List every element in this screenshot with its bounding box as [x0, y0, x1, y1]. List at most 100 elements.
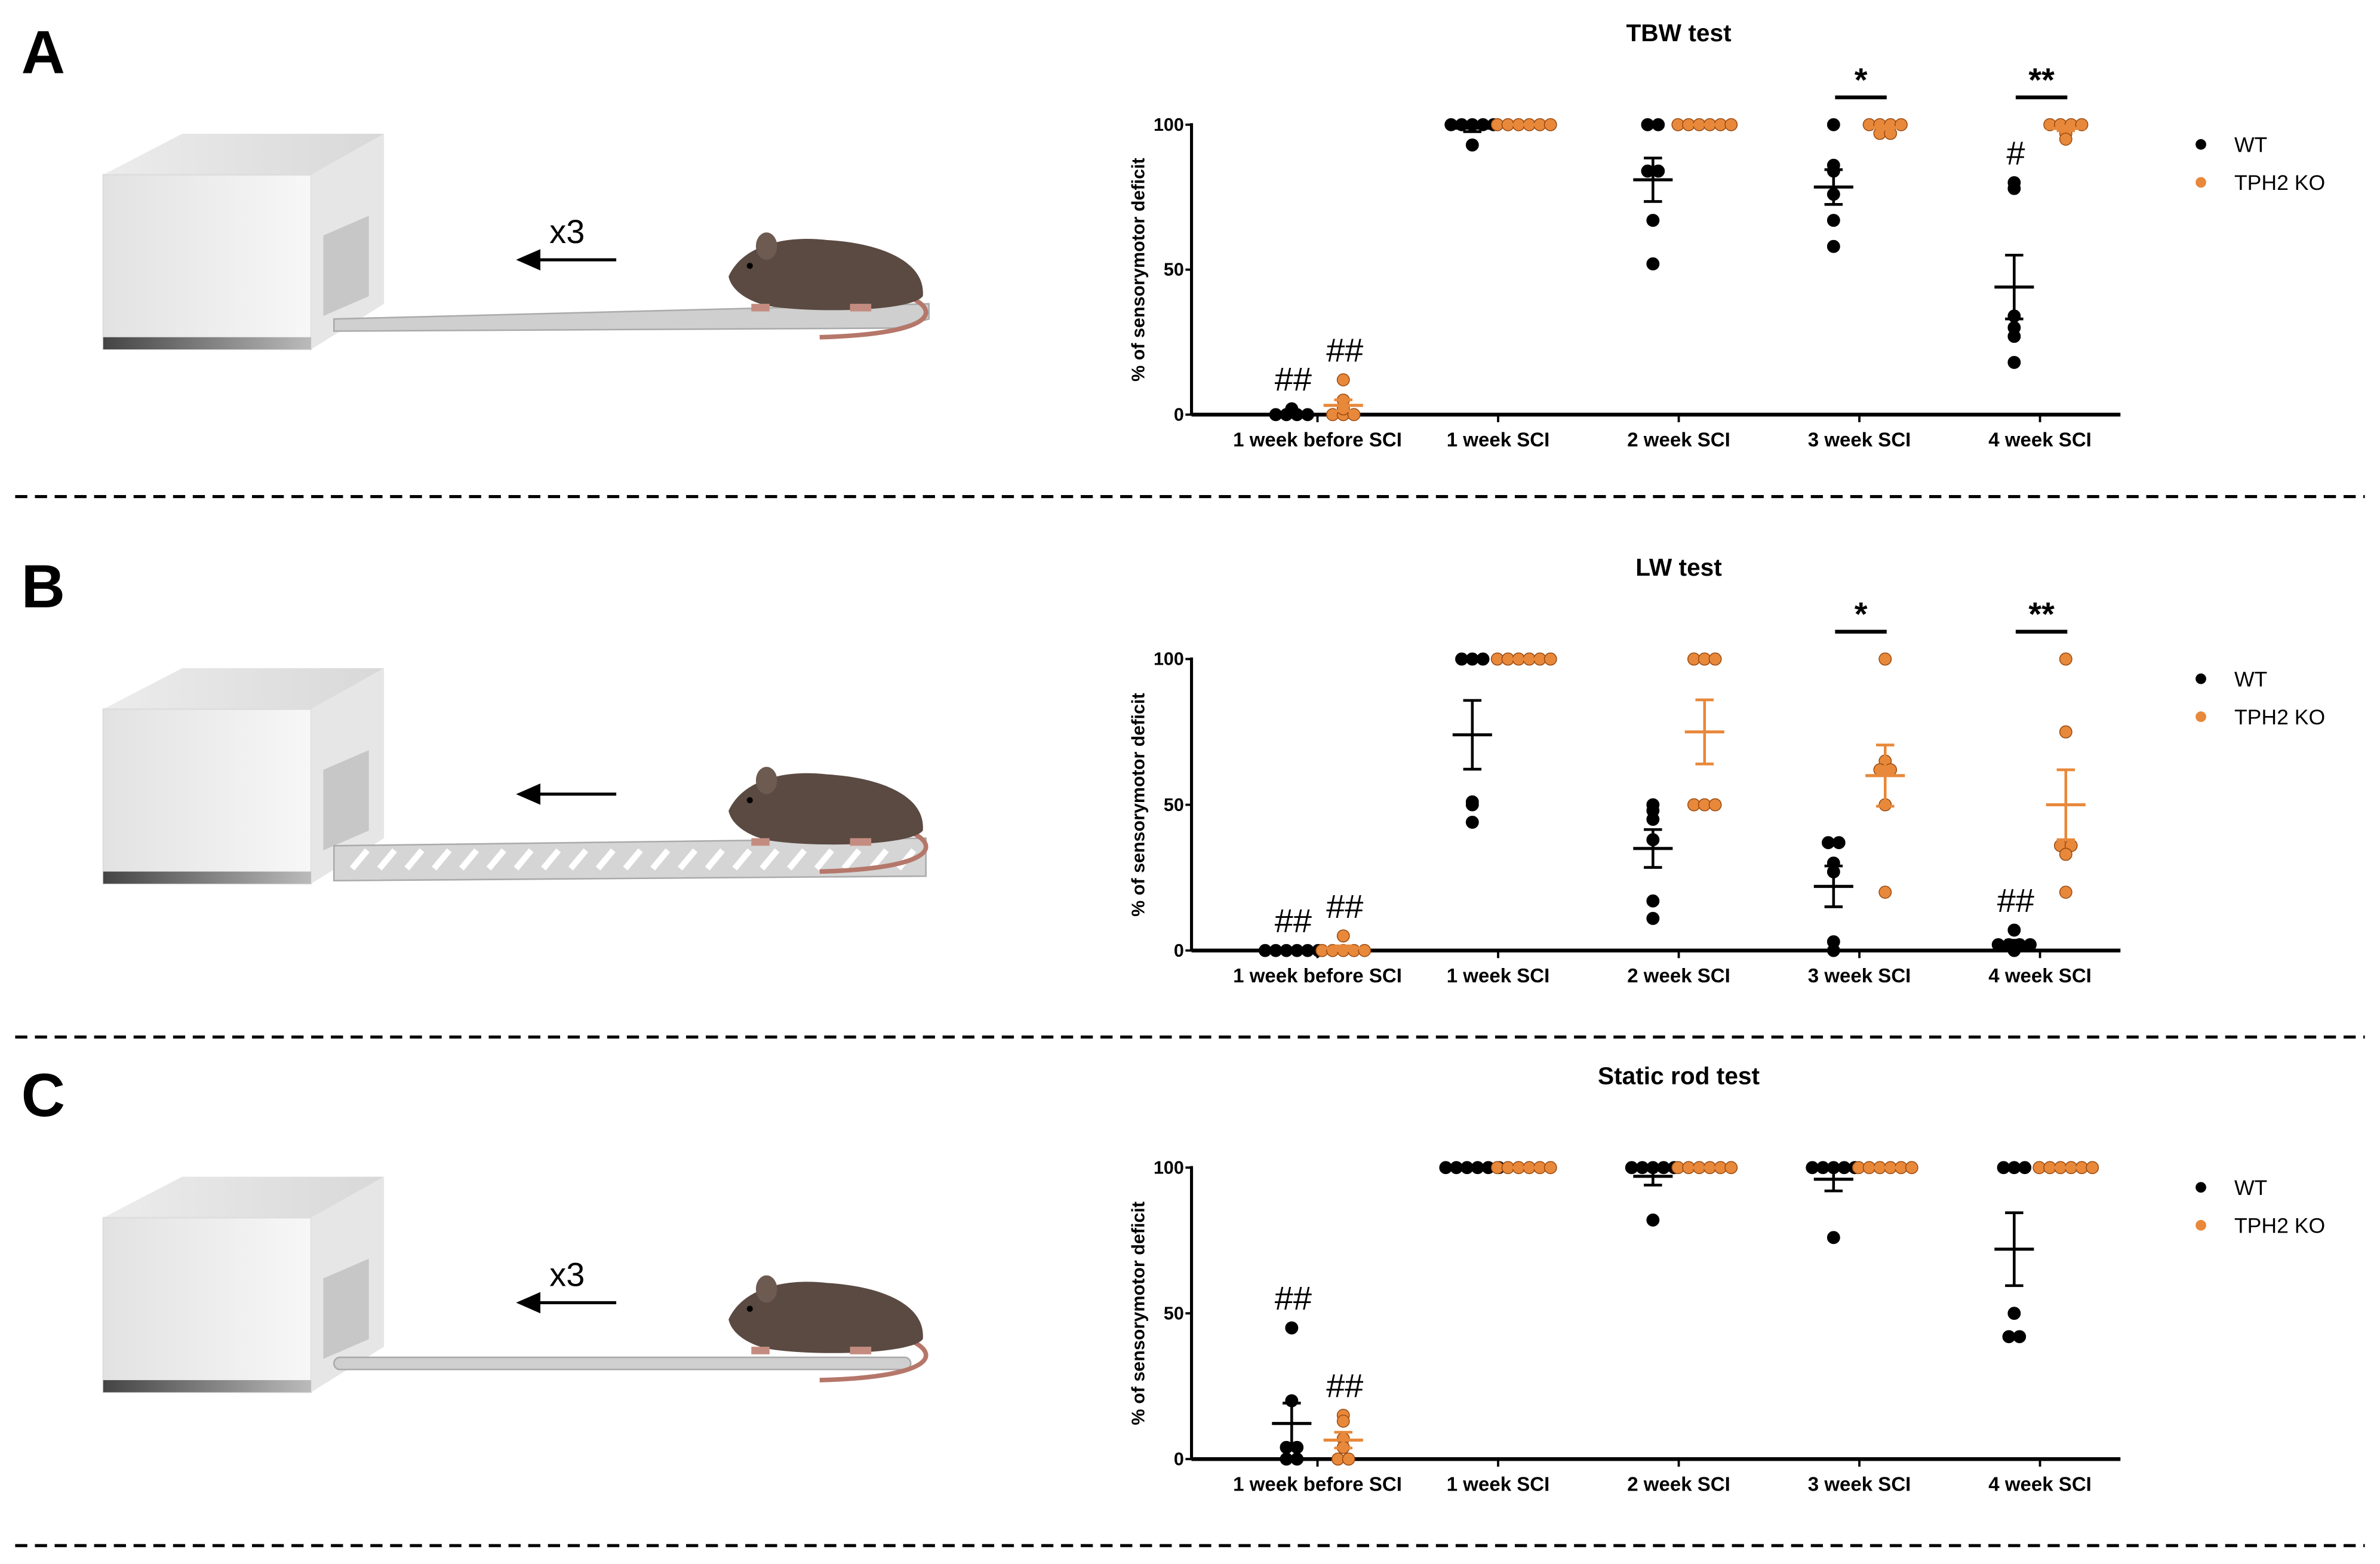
ladder-rung — [432, 848, 452, 871]
x-tick-label: 4 week SCI — [1988, 965, 2092, 987]
data-point — [2059, 886, 2072, 899]
static-rod — [333, 1356, 912, 1371]
rat-ear — [755, 232, 777, 260]
ladder-rung — [541, 848, 561, 871]
series-wt — [1258, 652, 2037, 957]
box-front — [102, 708, 312, 885]
arrow-head-icon — [516, 1292, 540, 1314]
ladder-rung — [377, 848, 397, 871]
x-tick-label: 4 week SCI — [1988, 429, 2092, 451]
beam-rod — [333, 1356, 912, 1371]
chart-title: Static rod test — [1598, 1062, 1760, 1089]
data-point — [2007, 1307, 2021, 1320]
box-door — [323, 750, 369, 850]
rat-paw — [751, 838, 770, 846]
data-point — [2059, 133, 2072, 146]
x-tick-label: 1 week SCI — [1447, 429, 1550, 451]
data-point — [1543, 118, 1557, 131]
y-axis-label: % of sensorymotor deficit — [1128, 693, 1149, 917]
significance-stars: * — [1855, 61, 1868, 99]
box-top — [103, 668, 385, 709]
hash-annotation: ## — [1275, 902, 1312, 939]
ladder-rung — [759, 848, 780, 871]
y-tick-label: 50 — [1164, 795, 1184, 815]
data-point — [1708, 652, 1722, 666]
legend: WT TPH2 KO — [2195, 1176, 2325, 1238]
data-point — [1646, 257, 1660, 271]
data-point — [2018, 1161, 2032, 1175]
arrow-head-icon — [516, 249, 540, 271]
data-point — [2059, 652, 2072, 666]
ladder-rung — [595, 848, 616, 871]
data-point — [2086, 1161, 2099, 1175]
y-tick-label: 50 — [1164, 260, 1184, 280]
rat-body — [728, 238, 923, 311]
hash-annotation: ## — [1326, 887, 1363, 925]
hash-annotation: ## — [1275, 360, 1312, 398]
data-point — [1826, 214, 1840, 227]
series-tph2-ko — [1323, 118, 2089, 422]
hash-annotation: ## — [1326, 1367, 1363, 1405]
data-point — [2007, 330, 2021, 343]
legend-label: TPH2 KO — [2234, 1214, 2325, 1238]
x-tick-label: 1 week SCI — [1447, 1474, 1550, 1496]
rat-illustration — [728, 767, 928, 874]
data-point — [1646, 214, 1660, 227]
x-tick-label: 3 week SCI — [1808, 1474, 1911, 1496]
data-point — [2059, 847, 2072, 861]
chart-3: Static rod test 0 50 100 % of sensorymotor d… — [1128, 1062, 2325, 1495]
data-point — [1285, 1321, 1299, 1335]
data-point — [1465, 798, 1479, 812]
y-tick-label: 100 — [1154, 115, 1184, 135]
box-base — [103, 337, 312, 350]
significance-stars: * — [1855, 595, 1868, 633]
data-point — [1342, 1452, 1355, 1466]
data-point — [1465, 138, 1479, 152]
legend-marker-ko — [2195, 1219, 2206, 1231]
data-point — [1878, 886, 1892, 899]
rat-illustration — [728, 1275, 928, 1382]
data-point — [1652, 118, 1665, 131]
rat-illustration — [728, 232, 928, 340]
legend-marker-wt — [2195, 139, 2206, 150]
data-point — [1336, 929, 1350, 943]
data-point — [1724, 1161, 1738, 1175]
rat-tail — [819, 1338, 928, 1382]
data-point — [1336, 373, 1350, 386]
legend-marker-wt — [2195, 673, 2206, 684]
repetition-label: x3 — [549, 213, 585, 250]
data-point — [1646, 798, 1660, 812]
rat-paw — [751, 303, 770, 312]
y-tick-label: 100 — [1154, 1157, 1184, 1178]
ladder-rung — [513, 848, 534, 871]
series-wt — [1272, 1161, 2034, 1466]
series-tph2-ko — [1315, 652, 2086, 957]
data-point — [1543, 652, 1557, 666]
data-point — [1646, 912, 1660, 925]
goal-box-illustration — [102, 134, 385, 351]
data-point — [1646, 894, 1660, 908]
rat-paw — [850, 1347, 872, 1354]
box-front — [102, 174, 312, 351]
data-point — [1832, 836, 1846, 850]
data-point — [1476, 652, 1490, 666]
data-point — [1826, 239, 1840, 253]
ladder-rung — [650, 848, 671, 871]
repetition-label: x3 — [549, 1255, 585, 1293]
chart-title: TBW test — [1626, 19, 1732, 47]
data-point — [1646, 813, 1660, 826]
dividers — [15, 495, 2365, 1547]
box-base — [103, 1380, 312, 1393]
box-front — [102, 1216, 312, 1393]
x-tick-label: 1 week before SCI — [1233, 965, 1402, 987]
illustrations: Ax3 B Cx3 — [21, 18, 930, 1393]
x-tick-label: 1 week before SCI — [1233, 1474, 1402, 1496]
data-point — [1878, 652, 1892, 666]
panel-letter: B — [21, 552, 65, 620]
box-base — [103, 871, 312, 884]
goal-box-illustration — [102, 668, 385, 885]
y-tick-label: 0 — [1174, 404, 1184, 425]
legend-label: TPH2 KO — [2234, 171, 2325, 195]
ladder-rung — [404, 848, 425, 871]
rat-paw — [850, 303, 872, 312]
